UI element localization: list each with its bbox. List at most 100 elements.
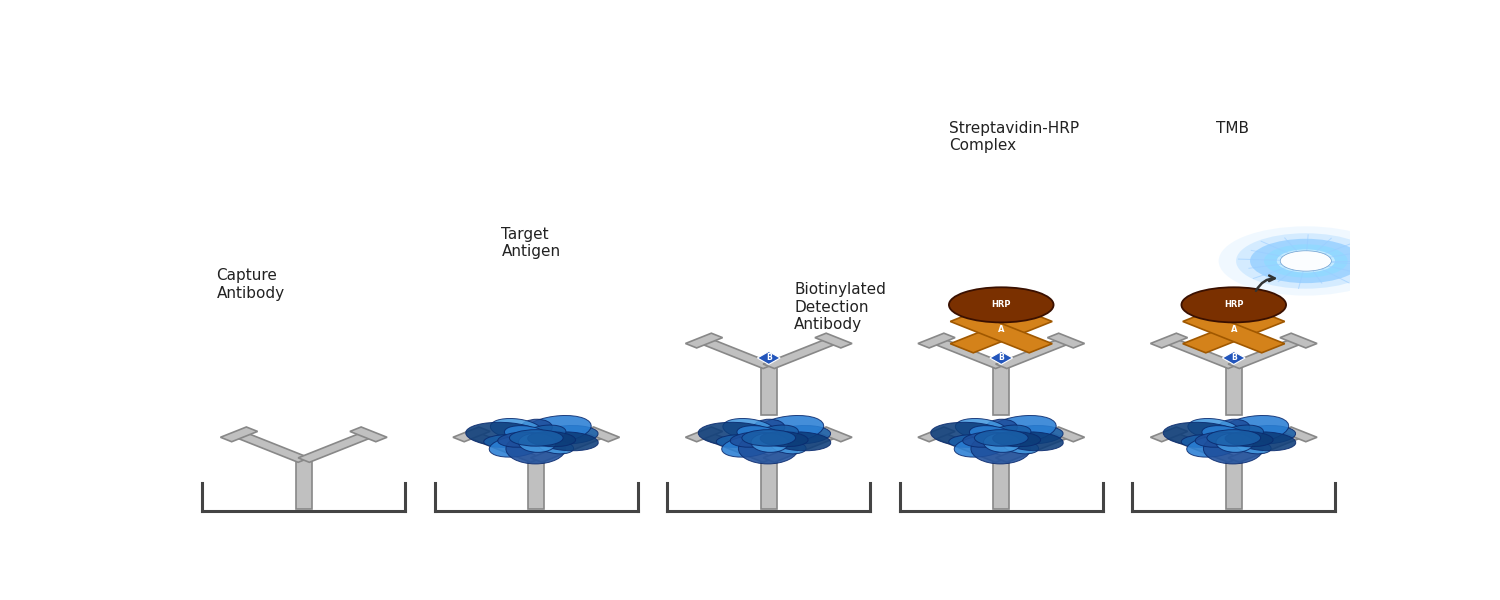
Polygon shape (1150, 427, 1188, 442)
Text: A: A (998, 325, 1005, 334)
Polygon shape (686, 333, 723, 348)
Polygon shape (234, 432, 309, 463)
Ellipse shape (524, 425, 566, 443)
Circle shape (1250, 239, 1362, 283)
Polygon shape (699, 338, 774, 368)
Ellipse shape (520, 419, 552, 435)
Polygon shape (298, 432, 374, 463)
Polygon shape (932, 432, 1007, 463)
Text: B: B (999, 353, 1004, 362)
Circle shape (1218, 226, 1394, 296)
Ellipse shape (483, 435, 524, 448)
Text: HRP: HRP (992, 301, 1011, 310)
Ellipse shape (538, 439, 573, 454)
Ellipse shape (948, 435, 988, 448)
Ellipse shape (1208, 430, 1260, 446)
Ellipse shape (1004, 439, 1038, 454)
Polygon shape (1164, 432, 1239, 463)
Ellipse shape (752, 433, 789, 452)
Ellipse shape (1005, 425, 1064, 444)
Ellipse shape (1236, 439, 1270, 454)
Circle shape (1276, 250, 1335, 272)
Ellipse shape (1004, 432, 1064, 451)
Ellipse shape (986, 419, 1017, 435)
Ellipse shape (1202, 425, 1245, 443)
Ellipse shape (519, 433, 556, 452)
Ellipse shape (772, 425, 831, 444)
Polygon shape (350, 427, 387, 442)
Polygon shape (1184, 313, 1284, 353)
Text: Biotinylated
Detection
Antibody: Biotinylated Detection Antibody (795, 282, 886, 332)
Polygon shape (1280, 333, 1317, 348)
Ellipse shape (1218, 419, 1249, 435)
Ellipse shape (954, 436, 1008, 457)
Text: A: A (1230, 325, 1238, 334)
Polygon shape (531, 432, 606, 463)
Text: HRP: HRP (1224, 301, 1244, 310)
Ellipse shape (522, 415, 591, 443)
Polygon shape (764, 432, 839, 463)
Ellipse shape (1220, 415, 1288, 443)
Text: Capture
Antibody: Capture Antibody (216, 268, 285, 301)
Ellipse shape (465, 422, 542, 446)
Polygon shape (951, 313, 1052, 353)
Ellipse shape (1162, 422, 1239, 446)
Polygon shape (993, 460, 1010, 509)
Text: TMB: TMB (1216, 121, 1249, 136)
Ellipse shape (504, 425, 548, 443)
Ellipse shape (1236, 432, 1296, 451)
Polygon shape (990, 352, 1012, 364)
Polygon shape (993, 366, 1010, 415)
Polygon shape (453, 427, 491, 442)
Ellipse shape (760, 431, 808, 446)
Ellipse shape (490, 418, 543, 440)
Ellipse shape (987, 415, 1056, 443)
Ellipse shape (738, 433, 798, 464)
Polygon shape (296, 460, 312, 509)
Circle shape (1264, 244, 1347, 278)
Polygon shape (1164, 338, 1239, 368)
Ellipse shape (930, 422, 1007, 446)
Ellipse shape (988, 425, 1030, 443)
Ellipse shape (956, 418, 1008, 440)
Polygon shape (1228, 432, 1304, 463)
Ellipse shape (716, 435, 756, 448)
Polygon shape (1228, 338, 1304, 368)
Ellipse shape (742, 430, 795, 446)
Polygon shape (1222, 352, 1245, 364)
Ellipse shape (969, 425, 1012, 443)
Ellipse shape (1238, 425, 1296, 444)
Ellipse shape (723, 418, 776, 440)
Polygon shape (1184, 313, 1284, 353)
Polygon shape (760, 366, 777, 415)
Polygon shape (918, 427, 956, 442)
Text: Streptavidin-HRP
Complex: Streptavidin-HRP Complex (950, 121, 1078, 153)
Ellipse shape (1180, 435, 1221, 448)
Polygon shape (996, 432, 1071, 463)
Text: Target
Antigen: Target Antigen (501, 227, 561, 259)
Ellipse shape (771, 432, 831, 451)
Ellipse shape (489, 436, 543, 457)
Ellipse shape (1226, 431, 1274, 446)
Polygon shape (528, 460, 544, 509)
Ellipse shape (756, 425, 798, 443)
Polygon shape (1280, 427, 1317, 442)
Polygon shape (1047, 427, 1084, 442)
Polygon shape (764, 338, 839, 368)
Polygon shape (466, 432, 542, 463)
Polygon shape (815, 427, 852, 442)
Polygon shape (1226, 460, 1242, 509)
Ellipse shape (754, 415, 824, 443)
Ellipse shape (1216, 433, 1254, 452)
Ellipse shape (1182, 287, 1286, 322)
Ellipse shape (1221, 425, 1263, 443)
Polygon shape (220, 427, 258, 442)
Ellipse shape (722, 436, 776, 457)
Circle shape (1280, 251, 1332, 271)
Polygon shape (1047, 333, 1084, 348)
Polygon shape (758, 352, 780, 364)
Polygon shape (1150, 333, 1188, 348)
Polygon shape (918, 333, 956, 348)
Ellipse shape (975, 430, 1028, 446)
Polygon shape (760, 460, 777, 509)
